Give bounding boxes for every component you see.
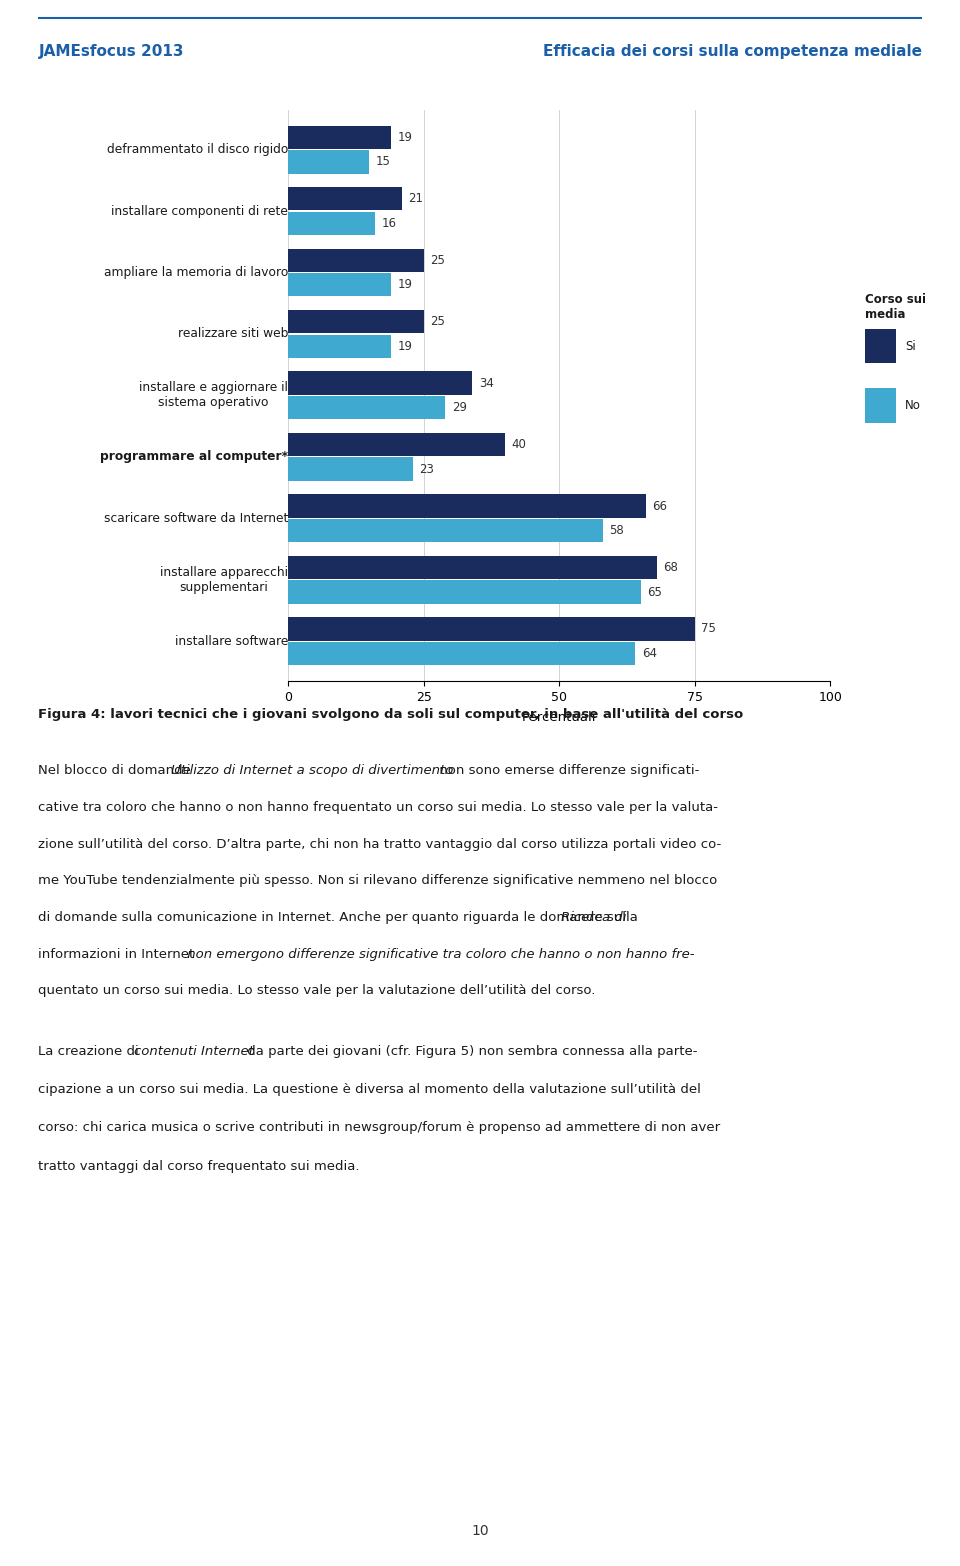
Text: realizzare siti web: realizzare siti web xyxy=(178,327,288,340)
Text: cative tra coloro che hanno o non hanno frequentato un corso sui media. Lo stess: cative tra coloro che hanno o non hanno … xyxy=(38,800,718,814)
Text: da parte dei giovani (cfr. Figura 5) non sembra connessa alla parte-: da parte dei giovani (cfr. Figura 5) non… xyxy=(243,1045,697,1057)
Text: contenuti Internet: contenuti Internet xyxy=(134,1045,254,1057)
Text: 64: 64 xyxy=(641,647,657,659)
Text: 34: 34 xyxy=(479,376,493,390)
Text: deframmentato il disco rigido: deframmentato il disco rigido xyxy=(107,143,288,157)
Text: scaricare software da Internet: scaricare software da Internet xyxy=(104,512,288,525)
Text: Ricerca di: Ricerca di xyxy=(561,911,626,924)
Text: corso: chi carica musica o scrive contributi in newsgroup/forum è propenso ad am: corso: chi carica musica o scrive contri… xyxy=(38,1121,721,1134)
Bar xyxy=(288,335,391,359)
Text: 19: 19 xyxy=(397,132,413,144)
Text: 40: 40 xyxy=(512,438,526,451)
Text: 68: 68 xyxy=(663,561,678,575)
Text: 23: 23 xyxy=(420,462,434,476)
Bar xyxy=(288,432,505,456)
Text: Si: Si xyxy=(905,340,916,352)
Text: Efficacia dei corsi sulla competenza mediale: Efficacia dei corsi sulla competenza med… xyxy=(542,44,922,60)
Text: JAMEsfocus 2013: JAMEsfocus 2013 xyxy=(38,44,184,60)
Text: 65: 65 xyxy=(647,586,662,598)
Bar xyxy=(865,329,896,363)
Text: La creazione di: La creazione di xyxy=(38,1045,143,1057)
Text: informazioni in Internet: informazioni in Internet xyxy=(38,947,195,960)
Text: 16: 16 xyxy=(381,216,396,230)
Text: ampliare la memoria di lavoro: ampliare la memoria di lavoro xyxy=(104,266,288,279)
Bar xyxy=(288,556,657,579)
Text: 58: 58 xyxy=(609,525,624,537)
Text: programmare al computer*: programmare al computer* xyxy=(100,451,288,464)
Text: 19: 19 xyxy=(397,279,413,291)
Bar xyxy=(288,150,370,174)
Text: No: No xyxy=(905,399,921,412)
Text: zione sull’utilità del corso. D’altra parte, chi non ha tratto vantaggio dal cor: zione sull’utilità del corso. D’altra pa… xyxy=(38,838,722,850)
Bar xyxy=(288,396,445,420)
Text: non emergono differenze significative tra coloro che hanno o non hanno fre-: non emergono differenze significative tr… xyxy=(182,947,694,960)
Text: Utilizzo di Internet a scopo di divertimento: Utilizzo di Internet a scopo di divertim… xyxy=(171,764,453,777)
Bar xyxy=(288,495,646,518)
Bar xyxy=(288,642,636,666)
Text: di domande sulla comunicazione in Internet. Anche per quanto riguarda le domande: di domande sulla comunicazione in Intern… xyxy=(38,911,642,924)
Text: 66: 66 xyxy=(653,500,667,512)
Text: installare e aggiornare il
sistema operativo: installare e aggiornare il sistema opera… xyxy=(139,382,288,409)
Text: cipazione a un corso sui media. La questione è diversa al momento della valutazi: cipazione a un corso sui media. La quest… xyxy=(38,1084,701,1096)
Bar xyxy=(288,617,695,640)
X-axis label: Percentuali: Percentuali xyxy=(522,711,596,723)
Text: quentato un corso sui media. Lo stesso vale per la valutazione dell’utilità del : quentato un corso sui media. Lo stesso v… xyxy=(38,985,596,998)
Text: Corso sui
media: Corso sui media xyxy=(865,293,926,321)
Bar xyxy=(288,457,413,481)
Bar xyxy=(288,186,402,210)
Bar xyxy=(288,272,391,296)
Text: non sono emerse differenze significati-: non sono emerse differenze significati- xyxy=(435,764,699,777)
Text: 15: 15 xyxy=(376,155,391,169)
Text: 25: 25 xyxy=(430,254,445,266)
Text: 75: 75 xyxy=(702,622,716,636)
Bar xyxy=(288,125,391,149)
Bar xyxy=(288,371,472,395)
Bar xyxy=(865,388,896,423)
Bar xyxy=(288,310,423,334)
Text: installare software: installare software xyxy=(175,634,288,648)
Text: installare componenti di rete: installare componenti di rete xyxy=(111,205,288,218)
Text: 29: 29 xyxy=(452,401,467,415)
Bar xyxy=(288,249,423,272)
Bar xyxy=(288,518,603,542)
Text: Figura 4: lavori tecnici che i giovani svolgono da soli sul computer, in base al: Figura 4: lavori tecnici che i giovani s… xyxy=(38,708,744,722)
Text: 25: 25 xyxy=(430,315,445,329)
Text: tratto vantaggi dal corso frequentato sui media.: tratto vantaggi dal corso frequentato su… xyxy=(38,1160,360,1173)
Text: me YouTube tendenzialmente più spesso. Non si rilevano differenze significative : me YouTube tendenzialmente più spesso. N… xyxy=(38,874,718,888)
Text: 10: 10 xyxy=(471,1524,489,1538)
Text: 21: 21 xyxy=(408,193,423,205)
Bar xyxy=(288,211,374,235)
Text: Nel blocco di domande: Nel blocco di domande xyxy=(38,764,196,777)
Bar xyxy=(288,581,640,604)
Text: 19: 19 xyxy=(397,340,413,352)
Text: installare apparecchi
supplementari: installare apparecchi supplementari xyxy=(160,565,288,594)
